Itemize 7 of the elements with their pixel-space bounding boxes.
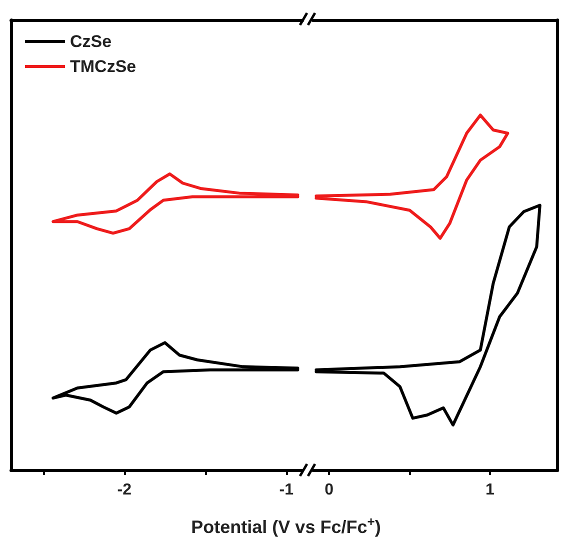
legend-label: CzSe <box>70 32 112 51</box>
x-tick-label: 0 <box>324 482 334 498</box>
x-tick-label: -1 <box>279 482 294 498</box>
x-tick-label: 1 <box>486 482 495 498</box>
x-tick-label: -2 <box>117 482 132 498</box>
x-axis-title: Potential (V vs Fc/Fc$^{+}$) <box>190 514 382 538</box>
legend-label: TMCzSe <box>70 57 136 76</box>
